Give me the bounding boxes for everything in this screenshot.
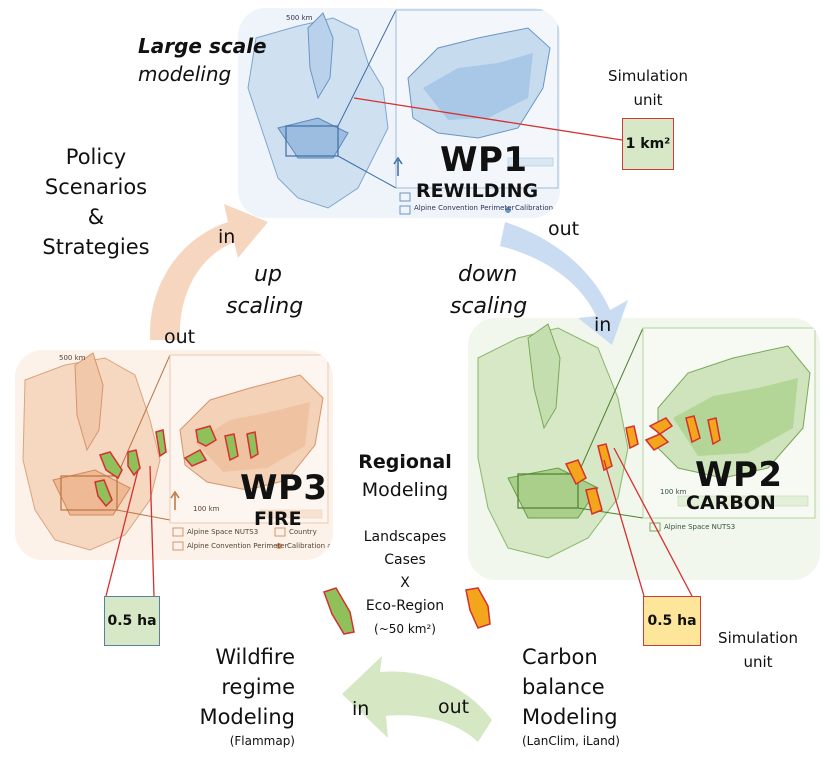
up-arrow-in-label: in <box>218 226 236 248</box>
sim-right-line2: unit <box>743 653 773 671</box>
up-scaling-label-2: scaling <box>226 294 304 319</box>
regional-line2: Cases <box>384 552 426 568</box>
up-arrow-out-label: out <box>164 326 196 348</box>
wp2-patches <box>564 415 721 516</box>
wp1-scale-label: 500 km <box>286 14 313 22</box>
wp1-title: WP1 <box>440 140 528 180</box>
regional-line3: X <box>400 575 410 591</box>
wp2-map: 100 km Alpine Space NUTS3 <box>468 318 820 580</box>
wp1-legend-1: Alpine Convention Perimeter <box>414 204 515 212</box>
large-scale-heading: Large scale <box>138 34 267 58</box>
wp3-legend-3: Alpine Convention Perimeter <box>187 542 288 550</box>
regional-modeling: Regional Modeling <box>340 448 470 504</box>
wp2-title: WP2 <box>695 455 783 495</box>
simulation-unit-right-label: Simulation unit <box>706 626 810 674</box>
regional-line4: Eco-Region <box>365 598 445 614</box>
wp3-map: 500 km 100 km Alpine Space NUTS3 Country… <box>15 350 333 560</box>
regional-title: Modeling <box>361 479 449 501</box>
wp2-map-graphic <box>468 318 820 580</box>
down-scaling-label-1: down <box>458 262 518 287</box>
connector-wp3-a <box>105 469 139 597</box>
carbon-line2: balance <box>522 675 605 699</box>
wp3-subtitle: FIRE <box>254 508 302 530</box>
wp1-map: 500 km Alpine Convention Perimeter Calib… <box>238 8 560 218</box>
wp3-map-graphic <box>15 350 333 560</box>
regional-line1: Landscapes <box>363 529 447 545</box>
bottom-flow-arrow <box>342 656 492 742</box>
regional-line5: (~50 km²) <box>374 622 436 636</box>
policy-line2: Scenarios <box>44 175 148 199</box>
wp3-legend-1: Alpine Space NUTS3 <box>187 528 259 536</box>
up-scaling-arrow <box>149 204 268 340</box>
simulation-unit-right-box: 0.5 ha <box>643 596 701 646</box>
wildfire-line3: Modeling <box>199 705 295 729</box>
carbon-line1: Carbon <box>522 645 598 669</box>
simulation-unit-top-box: 1 km² <box>622 118 674 170</box>
wp3-scale-label-2: 100 km <box>193 505 220 513</box>
sim-right-line1: Simulation <box>718 629 798 647</box>
policy-label: Policy Scenarios & Strategies <box>30 142 162 262</box>
down-arrow-out-label: out <box>548 218 580 240</box>
left-unit-box: 0.5 ha <box>104 596 160 646</box>
connector-wp1 <box>353 97 623 141</box>
up-scaling-label-1: up <box>254 262 282 287</box>
carbon-modeling: Carbon balance Modeling (LanClim, iLand) <box>522 642 682 750</box>
down-scaling-label-2: scaling <box>450 294 528 319</box>
sim-top-line2: unit <box>633 91 663 109</box>
policy-line1: Policy <box>65 145 127 169</box>
simulation-unit-top-label: Simulation unit <box>596 64 700 112</box>
wp3-legend-2: Country <box>289 528 317 536</box>
wp3-patches <box>94 425 259 508</box>
sim-top-line1: Simulation <box>608 67 688 85</box>
connector-wp2-a <box>603 459 645 597</box>
bottom-arrow-out-label: out <box>438 696 470 718</box>
wp1-subtitle: REWILDING <box>416 180 539 202</box>
wp2-subtitle: CARBON <box>686 492 776 514</box>
wildfire-note: (Flammap) <box>229 734 295 748</box>
regional-title-bold: Regional <box>358 451 452 473</box>
policy-line3: & <box>87 205 105 229</box>
wp3-title: WP3 <box>240 468 328 508</box>
down-scaling-arrow <box>500 222 628 345</box>
wp3-legend-4: Calibration ar <box>287 542 333 550</box>
connector-wp2-b <box>613 447 693 597</box>
wildfire-line2: regime <box>221 675 295 699</box>
wildfire-line1: Wildfire <box>215 645 295 669</box>
wp2-scale-label: 100 km <box>660 488 687 496</box>
center-green-patch <box>323 587 355 635</box>
carbon-note: (LanClim, iLand) <box>522 734 620 748</box>
wp2-legend-1: Alpine Space NUTS3 <box>664 523 736 531</box>
center-orange-patch <box>465 587 491 629</box>
policy-line4: Strategies <box>42 235 150 259</box>
wp3-scale-label: 500 km <box>59 354 86 362</box>
carbon-line3: Modeling <box>522 705 618 729</box>
large-scale-subheading: modeling <box>138 62 232 86</box>
wp1-map-graphic <box>238 8 560 218</box>
connector-wp3-b <box>149 465 155 597</box>
wp1-legend-2: Calibration ar <box>515 204 560 212</box>
wildfire-modeling: Wildfire regime Modeling (Flammap) <box>180 642 295 750</box>
bottom-arrow-in-label: in <box>352 698 370 720</box>
regional-details: Landscapes Cases X Eco-Region (~50 km²) <box>346 526 464 641</box>
down-arrow-in-label: in <box>594 314 612 336</box>
